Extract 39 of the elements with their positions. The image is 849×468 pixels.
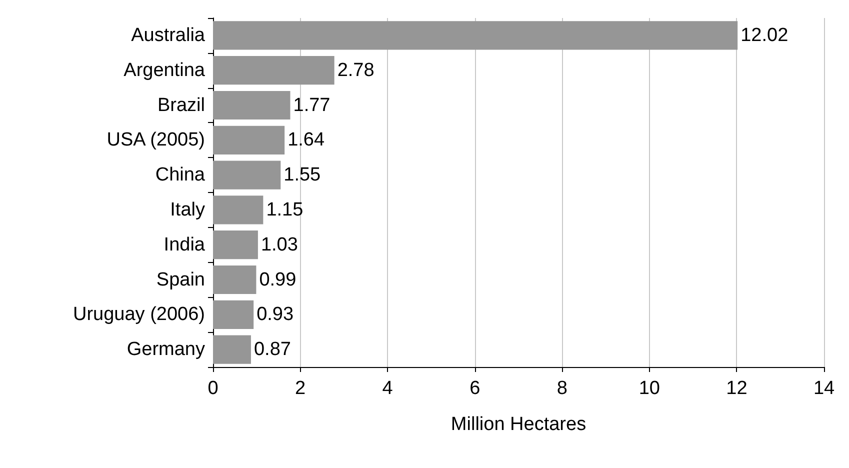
bar: [213, 126, 285, 154]
data-label: 0.99: [259, 269, 296, 290]
x-tick-label: 0: [208, 378, 218, 399]
data-label: 2.78: [337, 60, 374, 81]
bar: [213, 335, 251, 364]
data-label: 1.55: [284, 164, 321, 186]
data-label: 12.02: [740, 24, 788, 46]
bar: [213, 265, 256, 294]
data-label: 1.64: [288, 130, 325, 151]
data-label: 0.87: [254, 339, 291, 360]
bar: [213, 160, 281, 190]
x-tick-label: 10: [638, 378, 660, 399]
y-tick-label: Australia: [131, 24, 206, 46]
x-tick-label: 8: [556, 378, 568, 399]
bar: [213, 56, 334, 85]
x-tick-label: 6: [470, 378, 480, 399]
x-tick-label: 4: [382, 378, 394, 399]
bar: [213, 90, 290, 120]
y-tick-label: Brazil: [157, 94, 205, 116]
y-tick-label: Uruguay (2006): [72, 304, 205, 326]
bar: [213, 21, 738, 50]
y-tick-label: Germany: [126, 339, 206, 360]
y-tick-label: Spain: [156, 269, 205, 290]
x-tick-label: 2: [294, 378, 306, 399]
bar: [213, 230, 258, 260]
data-label: 1.03: [260, 234, 298, 256]
bar: [213, 300, 254, 329]
y-tick-label: India: [164, 234, 206, 256]
x-axis-title: Million Hectares: [450, 414, 586, 435]
x-tick-label: 14: [813, 378, 835, 399]
y-tick-label: USA (2005): [106, 130, 205, 151]
y-tick-label: Argentina: [124, 60, 206, 81]
y-tick-label: Italy: [170, 199, 206, 220]
data-label: 0.93: [256, 304, 294, 326]
data-label: 1.77: [293, 94, 330, 116]
y-tick-label: China: [155, 164, 206, 186]
bar: [213, 196, 264, 224]
data-label: 1.15: [266, 199, 304, 220]
x-tick-label: 12: [726, 378, 748, 399]
